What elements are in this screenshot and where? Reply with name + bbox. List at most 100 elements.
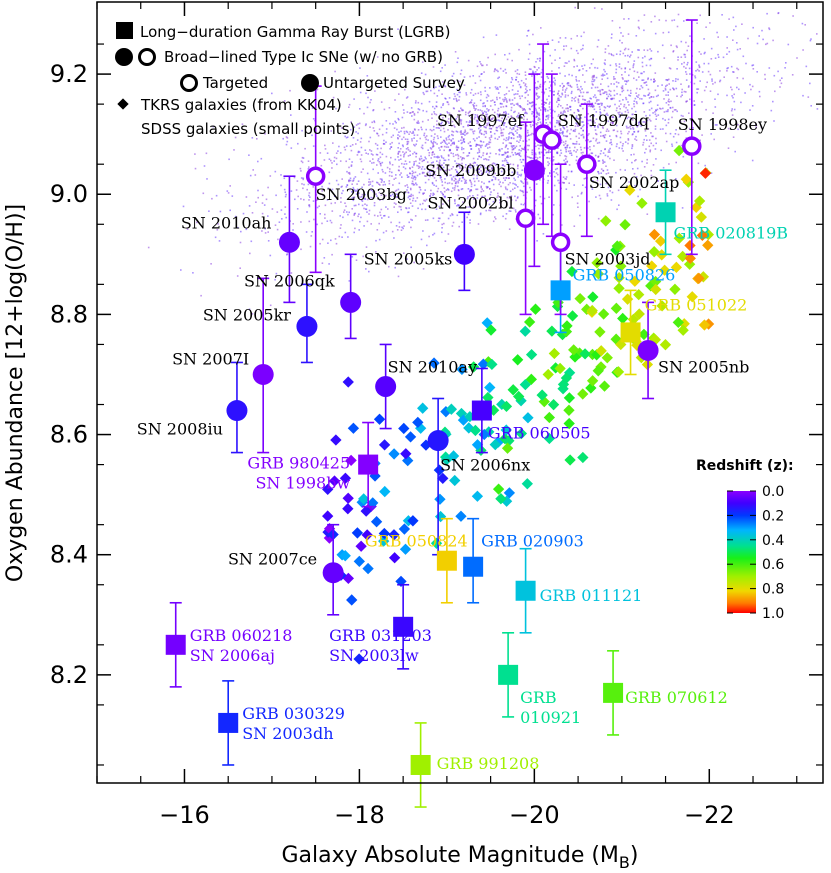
sdss-point bbox=[522, 140, 524, 142]
sdss-point bbox=[548, 106, 551, 108]
sdss-point bbox=[576, 109, 579, 111]
sdss-point bbox=[590, 119, 592, 122]
sdss-point bbox=[626, 127, 628, 129]
sdss-point bbox=[685, 67, 687, 69]
sdss-point bbox=[633, 105, 636, 108]
sdss-point bbox=[497, 88, 499, 90]
sdss-point bbox=[519, 127, 521, 129]
sdss-point bbox=[667, 110, 669, 113]
sdss-point bbox=[431, 113, 433, 116]
sdss-point bbox=[409, 154, 411, 156]
sdss-point bbox=[657, 180, 659, 182]
sdss-point bbox=[473, 198, 475, 200]
sdss-point bbox=[564, 147, 567, 149]
sdss-point bbox=[416, 183, 418, 186]
sdss-point bbox=[479, 129, 482, 131]
sdss-point bbox=[290, 190, 293, 192]
sdss-point bbox=[338, 235, 341, 238]
sdss-point bbox=[483, 125, 485, 128]
sdss-point bbox=[419, 203, 422, 206]
sdss-point bbox=[648, 145, 651, 148]
sdss-point bbox=[639, 97, 641, 100]
sdss-point bbox=[520, 149, 522, 152]
sdss-point bbox=[537, 119, 540, 121]
sdss-point bbox=[392, 123, 394, 125]
sdss-point bbox=[558, 182, 561, 184]
y-tick-label: 9.0 bbox=[50, 180, 88, 208]
sdss-point bbox=[703, 38, 705, 40]
sdss-point bbox=[518, 152, 521, 154]
sdss-point bbox=[353, 214, 355, 216]
sdss-point bbox=[522, 182, 525, 185]
sdss-point bbox=[641, 118, 643, 120]
sdss-point bbox=[441, 93, 443, 95]
sdss-point bbox=[768, 27, 770, 29]
sdss-point bbox=[382, 142, 385, 145]
sdss-point bbox=[704, 164, 706, 167]
sdss-point bbox=[372, 168, 374, 171]
sdss-point bbox=[491, 99, 494, 102]
sdss-point bbox=[414, 200, 417, 202]
sdss-point bbox=[443, 140, 446, 142]
sdss-point bbox=[485, 130, 487, 133]
sdss-point bbox=[239, 241, 242, 244]
sdss-point bbox=[510, 116, 513, 118]
sdss-point bbox=[489, 193, 492, 196]
sn-label: SN 2003jd bbox=[565, 249, 651, 268]
sdss-point bbox=[397, 137, 399, 140]
sdss-point bbox=[766, 12, 768, 15]
sdss-point bbox=[494, 104, 496, 106]
sdss-point bbox=[385, 128, 388, 130]
sdss-point bbox=[428, 152, 431, 154]
sdss-point bbox=[491, 166, 493, 169]
sdss-point bbox=[431, 181, 434, 184]
sdss-point bbox=[385, 206, 387, 208]
legend-targeted-icon bbox=[180, 74, 198, 92]
sdss-point bbox=[606, 128, 609, 131]
sdss-point bbox=[560, 96, 562, 98]
sdss-point bbox=[701, 71, 704, 73]
sdss-point bbox=[582, 68, 584, 70]
sdss-point bbox=[405, 151, 407, 154]
sdss-point bbox=[433, 111, 435, 113]
sdss-point bbox=[488, 143, 490, 145]
sdss-point bbox=[564, 96, 567, 98]
sdss-point bbox=[571, 74, 573, 77]
sdss-point bbox=[381, 124, 384, 127]
sdss-point bbox=[547, 114, 550, 117]
sdss-point bbox=[562, 176, 565, 178]
sdss-point bbox=[624, 47, 627, 50]
sdss-point bbox=[233, 149, 235, 151]
sdss-point bbox=[588, 200, 590, 203]
sdss-point bbox=[493, 111, 496, 114]
sdss-point bbox=[620, 86, 623, 89]
sdss-point bbox=[470, 148, 473, 150]
sdss-point bbox=[636, 125, 639, 128]
sdss-point bbox=[570, 154, 573, 156]
sdss-point bbox=[751, 64, 753, 67]
sdss-point bbox=[461, 109, 463, 112]
sdss-point bbox=[566, 145, 568, 147]
sdss-point bbox=[352, 188, 355, 190]
sdss-point bbox=[664, 119, 666, 121]
sdss-point bbox=[424, 200, 427, 202]
sdss-point bbox=[539, 217, 541, 220]
sdss-point bbox=[441, 212, 444, 214]
sdss-point bbox=[505, 213, 508, 215]
sdss-point bbox=[500, 134, 503, 137]
sdss-point bbox=[607, 114, 609, 116]
sdss-point bbox=[616, 93, 618, 95]
sdss-point bbox=[680, 56, 683, 58]
sdss-point bbox=[552, 81, 555, 83]
sdss-point bbox=[472, 138, 475, 140]
sdss-point bbox=[406, 111, 409, 113]
sdss-point bbox=[508, 166, 510, 168]
sdss-point bbox=[714, 57, 717, 59]
sdss-point bbox=[413, 261, 415, 264]
sdss-point bbox=[477, 180, 480, 182]
sdss-point bbox=[479, 145, 482, 147]
sdss-point bbox=[360, 146, 363, 149]
sdss-point bbox=[476, 114, 479, 116]
sdss-point bbox=[503, 111, 505, 114]
sdss-point bbox=[438, 127, 441, 129]
